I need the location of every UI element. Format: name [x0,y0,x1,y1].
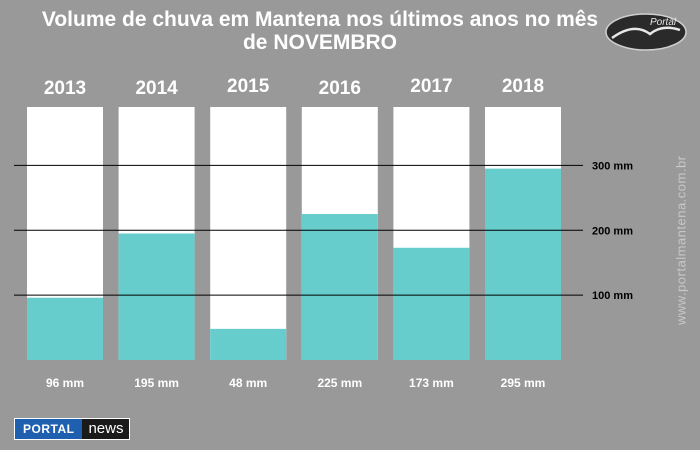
category-label: 2014 [135,78,178,99]
reference-label: 100 mm [592,290,633,302]
column-background [210,107,287,360]
data-label: 225 mm [317,376,362,390]
bar [118,233,195,360]
bar [485,168,561,360]
chart-title: Volume de chuva em Mantena nos últimos a… [41,8,599,54]
data-label: 96 mm [46,376,84,390]
portal-news-badge: PORTAL news [14,418,131,440]
reference-label: 300 mm [592,160,633,172]
logo-text: Portal [650,17,677,28]
data-label: 195 mm [134,376,179,390]
bar [27,297,103,360]
brand-news-text: news [82,419,130,439]
category-label: 2018 [502,76,544,97]
category-label: 2015 [227,76,270,97]
data-label: 173 mm [409,376,454,390]
data-label: 295 mm [501,376,546,390]
category-label: 2017 [410,76,452,97]
reference-label: 200 mm [592,225,633,237]
bar [393,247,470,360]
category-label: 2016 [319,78,361,99]
bar [301,214,378,360]
bar [210,328,287,360]
data-label: 48 mm [229,376,267,390]
portal-logo-icon: Portal [605,13,687,51]
category-label: 2013 [44,78,86,99]
brand-portal-text: PORTAL [15,419,83,439]
